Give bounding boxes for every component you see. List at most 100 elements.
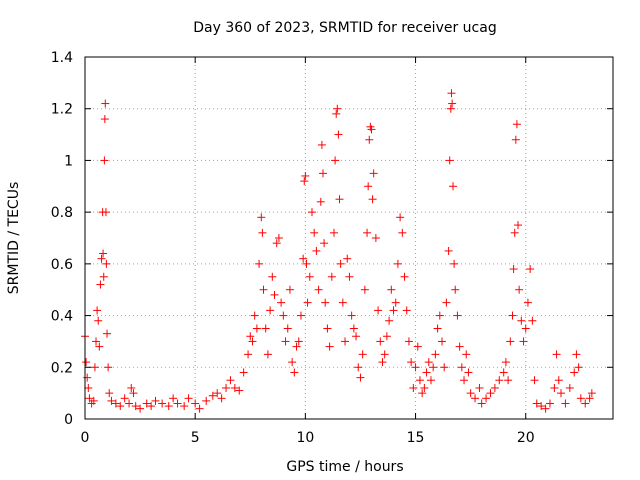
data-point [369,169,378,178]
data-point [111,399,120,408]
data-point [446,104,455,113]
data-point [528,316,537,325]
plot-border [84,56,614,420]
data-point [364,182,373,191]
data-point [321,298,330,307]
data-point [532,399,541,408]
data-point [104,363,113,372]
data-point [537,402,546,411]
data-point [255,259,264,268]
data-point [302,259,311,268]
data-point [422,368,431,377]
data-point [180,402,189,411]
data-point [292,342,301,351]
y-tick-label: 1.2 [51,102,73,118]
data-point [341,337,350,346]
data-point [495,376,504,385]
data-point [435,311,444,320]
data-point [475,383,484,392]
data-point [554,376,563,385]
data-point [281,337,290,346]
data-point [380,350,389,359]
data-point [296,311,305,320]
data-point [191,399,200,408]
data-point [244,350,253,359]
data-point [107,396,116,405]
data-point [277,298,286,307]
data-point [471,394,480,403]
data-point [270,290,279,299]
data-point [318,169,327,178]
series-ucag [81,89,596,413]
data-point [90,363,99,372]
data-point [510,228,519,237]
data-point [409,383,418,392]
data-point [526,265,535,274]
data-point [504,376,513,385]
data-point [374,306,383,315]
data-point [402,306,411,315]
data-point [300,177,309,186]
data-point [453,311,462,320]
data-point [101,99,110,108]
data-point [246,332,255,341]
data-point [433,324,442,333]
x-tick-label: 10 [296,430,314,446]
data-point [288,358,297,367]
data-point [440,363,449,372]
data-point [530,376,539,385]
data-point [102,259,111,268]
data-point [585,394,594,403]
data-point [136,404,145,413]
data-point [519,337,528,346]
data-point [349,324,358,333]
data-point [545,399,554,408]
data-point [213,389,222,398]
x-axis-label: GPS time / hours [286,459,403,475]
data-point [572,350,581,359]
data-point [424,358,433,367]
data-point [127,383,136,392]
data-point [517,316,526,325]
data-point [451,285,460,294]
data-point [515,285,524,294]
data-point [486,389,495,398]
data-point [97,254,106,263]
data-point [448,99,457,108]
data-point [404,337,413,346]
data-point [100,115,109,124]
data-point [358,350,367,359]
data-point [285,285,294,294]
data-point [482,394,491,403]
data-point [444,246,453,255]
data-point [382,332,391,341]
data-point [333,104,342,113]
y-tick-label: 0.6 [51,257,73,273]
data-point [250,311,259,320]
data-point [142,399,151,408]
x-tick-label: 0 [81,430,90,446]
data-point [99,249,108,258]
data-point [407,358,416,367]
data-point [398,228,407,237]
chart-title: Day 360 of 2023, SRMTID for receiver uca… [193,20,496,36]
data-point [100,156,109,165]
data-point [274,234,283,242]
data-point [332,109,341,118]
data-point [376,337,385,346]
data-point [338,298,347,307]
data-point [299,254,308,263]
data-point [387,285,396,294]
data-point [327,272,336,281]
data-point [514,221,523,230]
data-point [93,306,102,315]
data-point [334,130,343,139]
data-point [314,285,323,294]
data-point [226,376,235,385]
data-point [99,272,108,281]
data-point [447,89,456,98]
data-point [437,337,446,346]
data-point [400,272,409,281]
data-point [164,402,173,411]
